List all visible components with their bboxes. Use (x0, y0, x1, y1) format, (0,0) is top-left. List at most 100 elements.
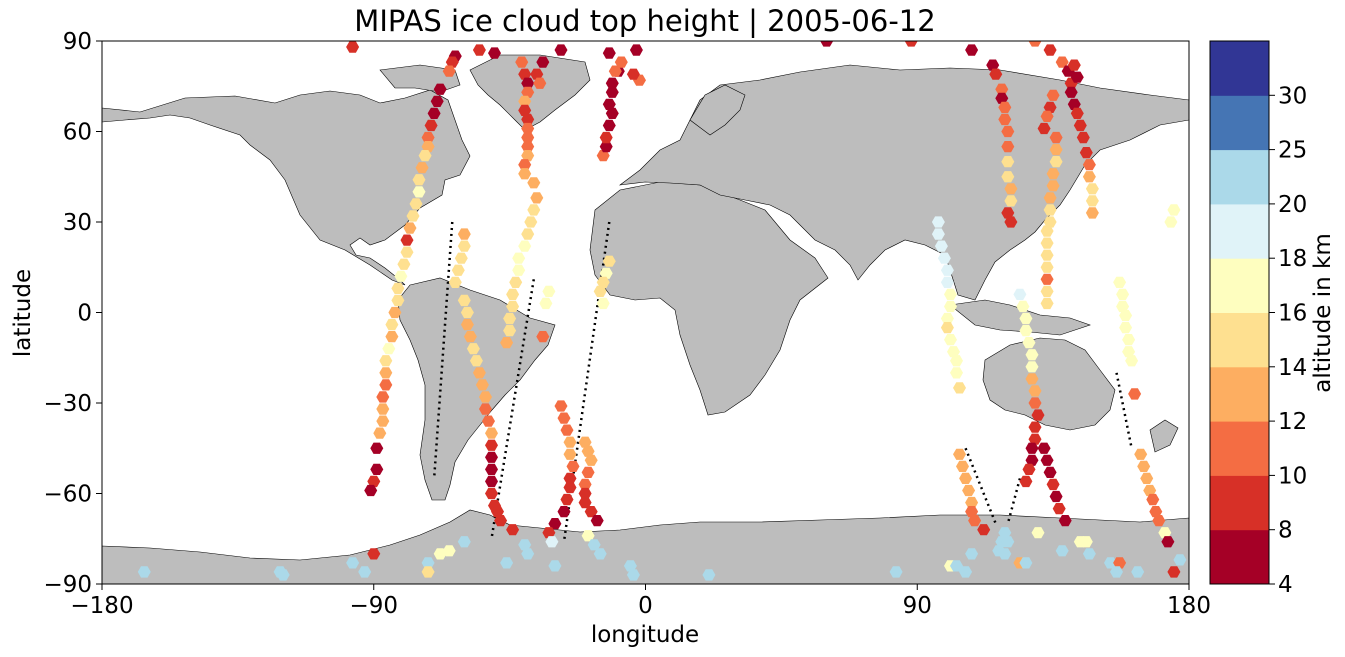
cloud-top-point (1167, 204, 1181, 216)
cloud-top-point (989, 68, 1003, 80)
cloud-top-point (346, 557, 360, 569)
cloud-top-point (503, 312, 517, 325)
cloud-top-point (968, 515, 982, 527)
cloud-top-point (602, 255, 616, 267)
cloud-top-point (995, 92, 1009, 104)
cloud-top-point (1143, 484, 1157, 497)
cloud-top-point (944, 288, 957, 300)
cloud-top-point (1046, 180, 1060, 192)
cloud-top-point (376, 415, 390, 427)
cloud-top-point (536, 331, 550, 343)
cloud-top-point (1122, 334, 1136, 346)
colorbar-segment (1210, 475, 1269, 531)
cloud-top-point (379, 379, 393, 391)
cloud-top-point (403, 222, 417, 234)
cloud-top-point (977, 524, 991, 536)
cloud-top-point (518, 168, 532, 180)
cloud-top-point (485, 439, 498, 451)
cloud-top-point (962, 484, 976, 497)
orbit-tracks (432, 221, 1133, 542)
x-tick-label: 180 (1167, 593, 1211, 619)
cloud-top-point (415, 162, 429, 174)
cloud-top-point (1040, 249, 1054, 261)
cloud-top-point (385, 318, 399, 331)
cloud-top-point (1040, 261, 1054, 273)
cloud-top-point (445, 56, 459, 68)
cloud-top-point (581, 466, 595, 478)
x-tick-label: −180 (70, 593, 133, 619)
colorbar-segment (1210, 258, 1269, 313)
cloud-top-point (479, 391, 492, 403)
cloud-top-point (1082, 171, 1096, 183)
cloud-top-point (584, 454, 598, 466)
cloud-top-point (1104, 557, 1117, 569)
cloud-top-point (1004, 183, 1018, 195)
cloud-top-point (1116, 288, 1130, 300)
cloud-top-point (1046, 89, 1060, 101)
cloud-top-point (560, 493, 574, 506)
cloud-top-point (605, 86, 619, 98)
cloud-top-point (388, 306, 402, 319)
cloud-top-point (934, 240, 948, 252)
cloud-top-point (466, 343, 480, 355)
cloud-top-point (1022, 463, 1036, 475)
cloud-top-point (512, 252, 526, 264)
cloud-top-point (1085, 195, 1099, 207)
cloud-top-point (953, 448, 966, 460)
cloud-top-point (433, 548, 447, 560)
colorbar-segment (1210, 95, 1269, 151)
cloud-top-point (1119, 322, 1133, 334)
cloud-top-point (702, 569, 716, 581)
cloud-top-point (998, 548, 1012, 560)
cloud-top-point (370, 442, 384, 454)
cloud-top-point (944, 300, 957, 313)
x-axis: −180 −90 0 90 180 (70, 584, 1211, 619)
cloud-top-point (1031, 409, 1045, 421)
cloud-top-point (1082, 159, 1096, 171)
cloud-top-point (1043, 44, 1057, 56)
cloud-top-point (1019, 325, 1033, 337)
cloud-top-point (424, 119, 438, 132)
cloud-top-point (1067, 59, 1081, 71)
cloud-top-point (599, 267, 613, 279)
y-tick-label: −60 (43, 482, 92, 508)
cloud-top-point (512, 264, 526, 276)
cloud-top-point (482, 415, 495, 427)
y-tick-label: 90 (63, 29, 92, 55)
cloud-top-point (1049, 156, 1063, 168)
cloud-top-point (1043, 216, 1057, 228)
land-scandinavia (689, 84, 746, 136)
cloud-top-point (421, 131, 435, 144)
cloud-top-point (596, 276, 610, 288)
colorbar-label: altitude in km (1310, 233, 1336, 393)
colorbar-segment (1210, 312, 1269, 368)
colorbar-tick-label: 12 (1278, 409, 1307, 435)
cloud-top-point (1040, 273, 1054, 285)
cloud-top-point (1043, 466, 1057, 478)
cloud-top-point (581, 445, 595, 457)
cloud-top-point (554, 44, 568, 56)
cloud-top-point (273, 566, 287, 578)
cloud-top-point (530, 68, 544, 80)
cloud-top-point (1019, 557, 1033, 569)
cloud-top-point (1164, 216, 1178, 228)
cloud-top-point (530, 192, 544, 204)
cloud-top-point (1025, 373, 1039, 385)
cloud-top-point (1004, 216, 1018, 228)
cloud-top-point (539, 297, 553, 310)
cloud-top-point (485, 451, 498, 463)
cloud-top-point (488, 47, 501, 59)
cloud-top-point (1028, 397, 1042, 409)
cloud-top-point (587, 539, 601, 551)
cloud-top-point (578, 478, 592, 491)
cloud-top-point (491, 506, 504, 518)
cloud-top-point (1055, 56, 1069, 68)
cloud-top-point (1022, 337, 1036, 349)
cloud-top-point (1001, 125, 1015, 138)
cloud-top-point (953, 382, 966, 394)
cloud-top-point (367, 548, 381, 560)
cloud-top-point (965, 548, 979, 560)
colorbar-tick-label: 18 (1278, 246, 1307, 272)
cloud-top-point (409, 198, 423, 210)
cloud-top-point (1079, 536, 1093, 548)
